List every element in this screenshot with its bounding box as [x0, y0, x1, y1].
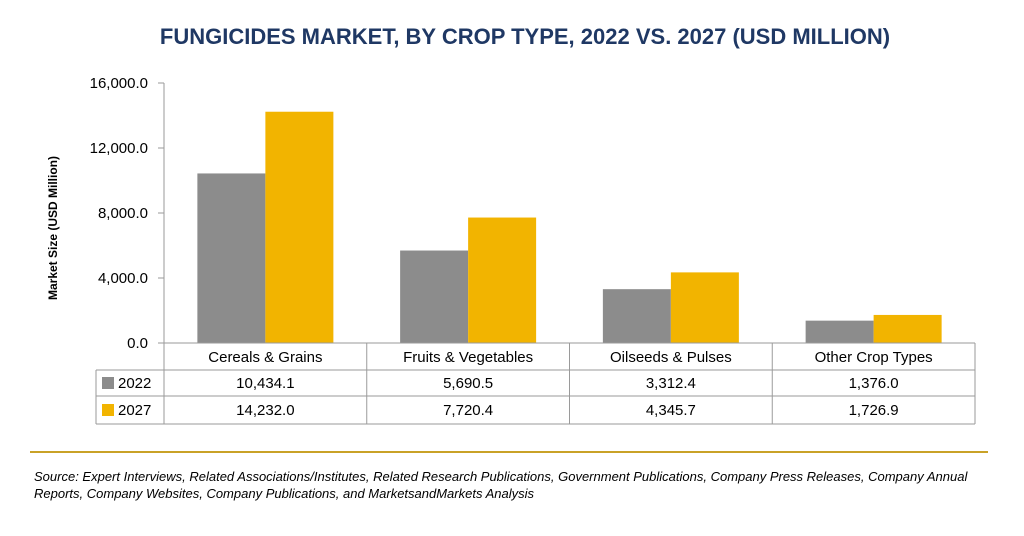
- legend-swatch-2022: [102, 377, 114, 389]
- data-label-2027: 4,345.7: [646, 402, 696, 419]
- x-category-label: Other Crop Types: [815, 349, 933, 366]
- x-category-label: Fruits & Vegetables: [403, 349, 533, 366]
- data-label-2027: 7,720.4: [443, 402, 493, 419]
- data-label-2022: 10,434.1: [236, 375, 294, 392]
- source-note: Source: Expert Interviews, Related Assoc…: [34, 469, 968, 501]
- chart-title: FUNGICIDES MARKET, BY CROP TYPE, 2022 VS…: [160, 24, 890, 49]
- data-label-2022: 3,312.4: [646, 375, 696, 392]
- data-label-2022: 5,690.5: [443, 375, 493, 392]
- y-tick-label: 0.0: [127, 335, 148, 352]
- bar-2022: [400, 250, 469, 343]
- data-label-2027: 14,232.0: [236, 402, 294, 419]
- bar-2022: [805, 320, 874, 343]
- x-category-label: Cereals & Grains: [208, 349, 322, 366]
- bar-2027: [873, 314, 942, 343]
- bar-2022: [197, 173, 266, 343]
- data-label-2027: 1,726.9: [849, 402, 899, 419]
- data-label-2022: 1,376.0: [849, 375, 899, 392]
- bar-2022: [602, 289, 671, 343]
- plot-area: 0.0 4,000.0 8,000.0 12,000.0 16,000.0 Cereals…: [90, 75, 976, 425]
- y-tick-label: 4,000.0: [98, 270, 148, 287]
- legend-label-2022: 2022: [118, 375, 151, 392]
- bar-2027: [265, 111, 334, 343]
- bar-2027: [468, 217, 537, 343]
- y-tick-label: 16,000.0: [90, 75, 148, 92]
- legend-swatch-2027: [102, 404, 114, 416]
- y-tick-label: 12,000.0: [90, 140, 148, 157]
- bar-2027: [670, 272, 739, 343]
- x-category-label: Oilseeds & Pulses: [610, 349, 732, 366]
- legend-label-2027: 2027: [118, 402, 151, 419]
- y-tick-label: 8,000.0: [98, 205, 148, 222]
- y-axis-label: Market Size (USD Million): [46, 156, 60, 300]
